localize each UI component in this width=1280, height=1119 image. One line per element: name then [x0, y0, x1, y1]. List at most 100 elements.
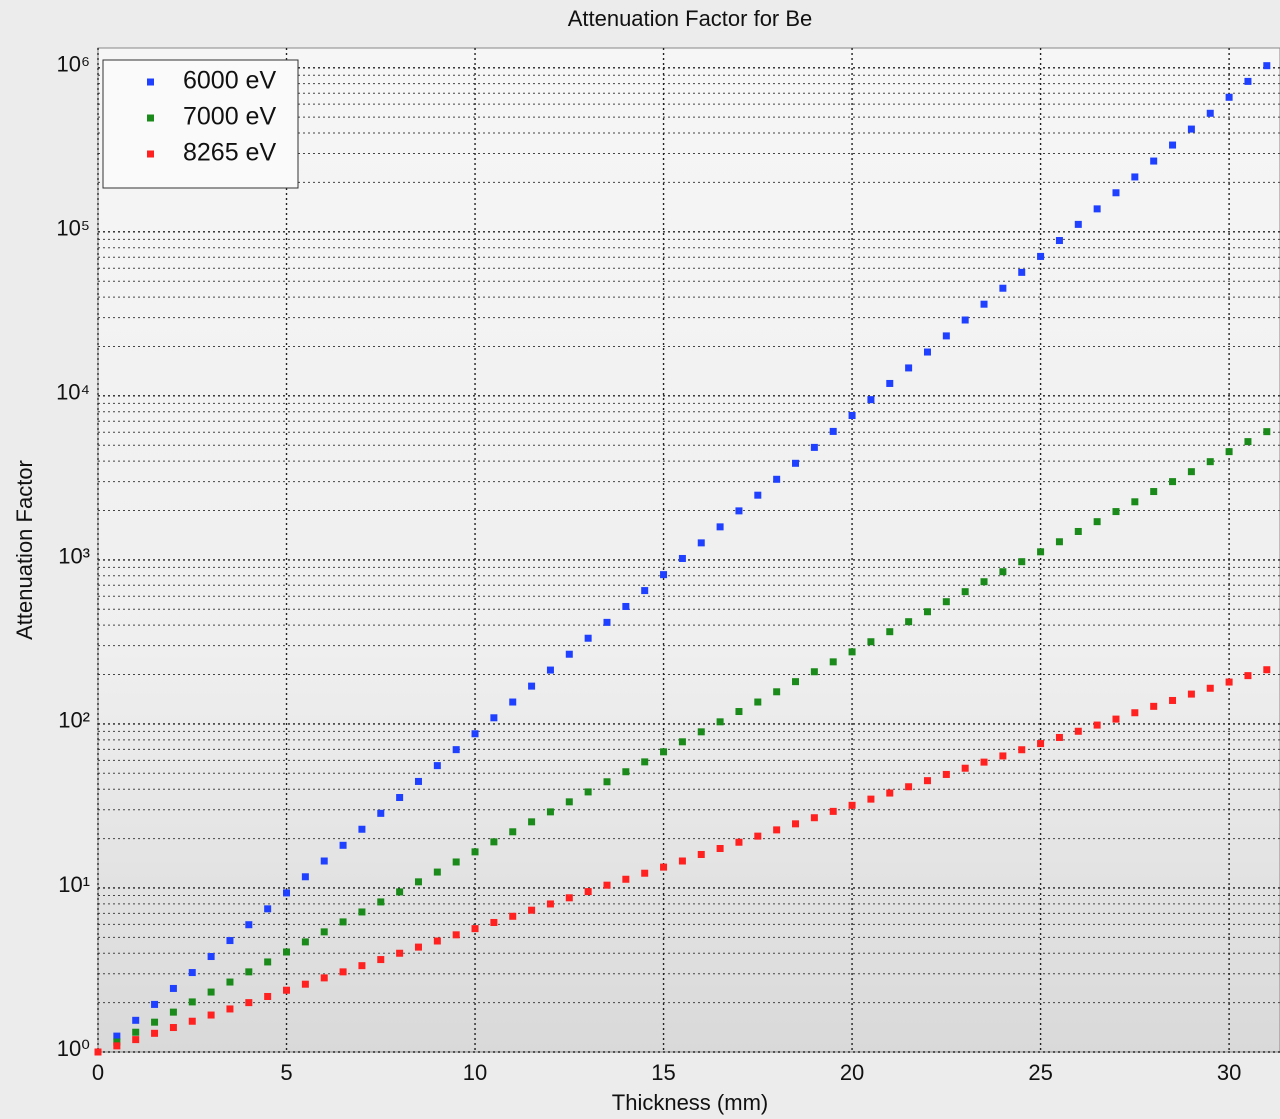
- data-point: [867, 795, 875, 803]
- data-point: [584, 788, 592, 796]
- data-point: [169, 1024, 177, 1032]
- data-point: [1187, 468, 1195, 476]
- x-tick-label: 25: [1028, 1060, 1052, 1085]
- data-point: [697, 850, 705, 858]
- data-point: [641, 869, 649, 877]
- data-point: [867, 638, 875, 646]
- data-point: [283, 889, 291, 897]
- data-point: [414, 777, 422, 785]
- data-point: [1112, 715, 1120, 723]
- legend-label: 6000 eV: [183, 67, 276, 95]
- data-point: [339, 968, 347, 976]
- data-point: [528, 906, 536, 914]
- data-point: [283, 986, 291, 994]
- data-point: [377, 809, 385, 817]
- legend-marker: [147, 114, 154, 122]
- data-point: [905, 783, 913, 791]
- data-point: [622, 602, 630, 610]
- data-point: [735, 507, 743, 515]
- y-tick-label: 10⁰: [57, 1036, 90, 1061]
- data-point: [942, 770, 950, 778]
- data-point: [546, 900, 554, 908]
- data-point: [1150, 488, 1158, 496]
- data-point: [867, 396, 875, 404]
- data-point: [792, 820, 800, 828]
- data-point: [923, 608, 931, 616]
- data-point: [810, 668, 818, 676]
- data-point: [509, 912, 517, 920]
- data-point: [264, 905, 272, 913]
- x-tick-label: 15: [651, 1060, 675, 1085]
- data-point: [301, 873, 309, 881]
- data-point: [773, 826, 781, 834]
- data-point: [528, 682, 536, 690]
- data-point: [886, 379, 894, 387]
- data-point: [188, 969, 196, 977]
- data-point: [546, 666, 554, 674]
- data-point: [151, 1018, 159, 1026]
- data-point: [94, 1048, 102, 1056]
- data-point: [546, 808, 554, 816]
- data-point: [1074, 527, 1082, 535]
- data-point: [1055, 237, 1063, 245]
- data-point: [358, 962, 366, 970]
- data-point: [905, 364, 913, 372]
- data-point: [320, 928, 328, 936]
- data-point: [1112, 508, 1120, 516]
- data-point: [528, 818, 536, 826]
- x-tick-label: 10: [463, 1060, 487, 1085]
- data-point: [151, 1000, 159, 1008]
- data-point: [980, 300, 988, 308]
- data-point: [226, 937, 234, 945]
- data-point: [829, 807, 837, 815]
- data-point: [754, 491, 762, 499]
- data-point: [226, 1005, 234, 1013]
- data-point: [264, 992, 272, 1000]
- x-tick-label: 0: [92, 1060, 104, 1085]
- data-point: [320, 974, 328, 982]
- data-point: [1225, 448, 1233, 456]
- data-point: [1206, 684, 1214, 692]
- data-point: [207, 988, 215, 996]
- data-point: [1131, 498, 1139, 506]
- data-point: [1093, 721, 1101, 729]
- data-point: [584, 634, 592, 642]
- x-tick-label: 30: [1217, 1060, 1241, 1085]
- data-point: [603, 881, 611, 889]
- data-point: [1112, 189, 1120, 197]
- data-point: [245, 921, 253, 929]
- data-point: [132, 1036, 140, 1044]
- data-point: [697, 539, 705, 547]
- data-point: [169, 1008, 177, 1016]
- y-tick-label: 10³: [58, 544, 90, 569]
- data-point: [490, 918, 498, 926]
- data-point: [678, 554, 686, 562]
- data-point: [773, 475, 781, 483]
- data-point: [396, 794, 404, 802]
- y-tick-label: 10⁵: [56, 216, 90, 241]
- x-tick-label: 5: [280, 1060, 292, 1085]
- data-point: [188, 1017, 196, 1025]
- data-point: [1187, 125, 1195, 133]
- data-point: [132, 1016, 140, 1024]
- data-point: [1206, 109, 1214, 117]
- y-tick-label: 10⁶: [56, 52, 90, 77]
- data-point: [509, 828, 517, 836]
- data-point: [886, 628, 894, 636]
- plot-area: [97, 47, 1280, 1053]
- data-point: [1037, 252, 1045, 260]
- data-point: [471, 848, 479, 856]
- data-point: [773, 688, 781, 696]
- legend-box: [102, 59, 299, 189]
- data-point: [169, 984, 177, 992]
- data-point: [716, 718, 724, 726]
- data-point: [678, 857, 686, 865]
- data-point: [1074, 727, 1082, 735]
- data-point: [1225, 93, 1233, 101]
- data-point: [1244, 77, 1252, 85]
- data-point: [735, 838, 743, 846]
- data-point: [1093, 518, 1101, 526]
- data-point: [961, 316, 969, 324]
- data-point: [1018, 558, 1026, 566]
